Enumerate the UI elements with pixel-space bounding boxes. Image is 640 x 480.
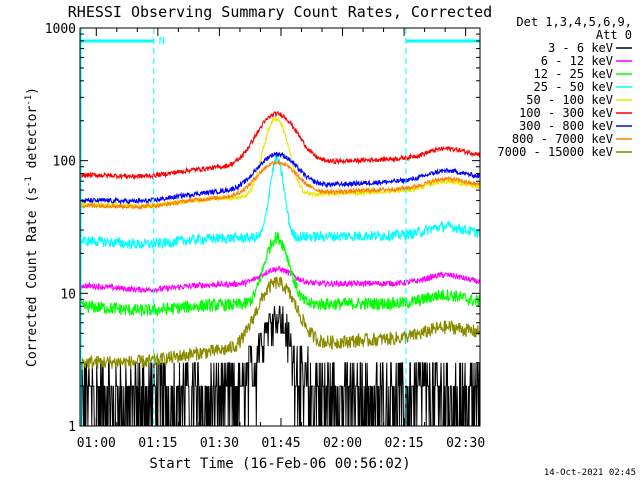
legend-label: 300 - 800 keV — [519, 119, 613, 133]
y-axis-label-part: ) — [25, 87, 40, 95]
legend-header-line: Att 0 — [596, 28, 632, 42]
series-line-100-300-kev — [79, 110, 481, 181]
series-line-800-7000-kev — [79, 159, 481, 211]
legend-header-line: Det 1,3,4,5,6,9, — [516, 15, 632, 29]
plot-frame — [79, 27, 481, 427]
legend-label: 7000 - 15000 keV — [497, 145, 613, 159]
legend-label: 3 - 6 keV — [548, 41, 613, 55]
legend-label: 100 - 300 keV — [519, 106, 613, 120]
saa-marker: N — [159, 36, 165, 47]
series-layer — [79, 110, 481, 427]
series-line-3-6-kev — [79, 305, 480, 427]
y-tick-label: 1 — [68, 420, 76, 435]
x-tick-label: 01:15 — [138, 436, 177, 451]
y-axis-label-part: detector — [25, 106, 40, 177]
series-line-25-50-kev — [79, 155, 481, 250]
legend-label: 50 - 100 keV — [526, 93, 613, 107]
x-tick-label: 02:15 — [385, 436, 424, 451]
legend-label: 6 - 12 keV — [541, 54, 613, 68]
y-axis-label: Corrected Count Rate (s-1 detector-1) — [24, 87, 40, 367]
y-tick-label: 1000 — [45, 22, 76, 37]
x-tick-label: 01:00 — [77, 436, 116, 451]
y-tick-label: 10 — [60, 287, 76, 302]
x-axis-label: Start Time (16-Feb-06 00:56:02) — [149, 456, 410, 472]
chart-title: RHESSI Observing Summary Count Rates, Co… — [68, 3, 492, 21]
legend-label: 25 - 50 keV — [534, 80, 613, 94]
y-axis-label-superscript: -1 — [24, 176, 34, 187]
x-tick-label: 02:00 — [323, 436, 362, 451]
x-tick-label: 01:30 — [200, 436, 239, 451]
legend-label: 12 - 25 keV — [534, 67, 613, 81]
series-line-300-800-kev — [79, 151, 481, 206]
series-line-6-12-kev — [79, 265, 481, 295]
series-line-12-25-kev — [79, 232, 481, 317]
legend-label: 800 - 7000 keV — [512, 132, 613, 146]
y-axis-label-superscript: -1 — [24, 95, 34, 106]
y-tick-label: 100 — [53, 155, 76, 170]
x-tick-label: 02:30 — [446, 436, 485, 451]
series-line-7000-15000-kev — [79, 276, 481, 370]
x-tick-label: 01:45 — [261, 436, 300, 451]
footer-timestamp: 14-Oct-2021 02:45 — [544, 468, 636, 478]
y-axis-label-part: Corrected Count Rate (s — [25, 187, 40, 367]
axis-layer: 1 10 100 1000 01:00 01:15 01:30 01:45 02:00 02:15… — [45, 22, 486, 451]
